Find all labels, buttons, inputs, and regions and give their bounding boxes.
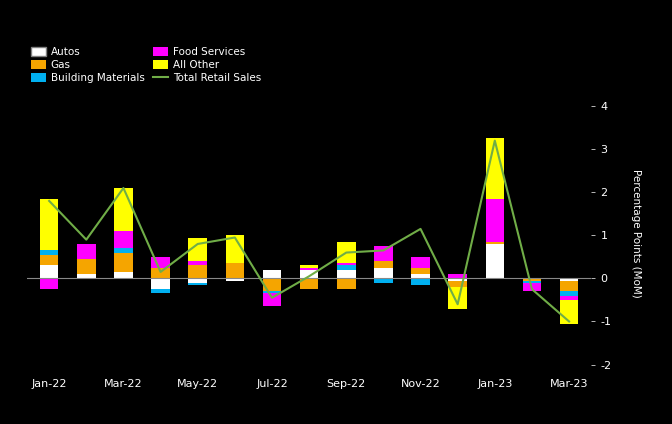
- Y-axis label: Percentage Points (MoM): Percentage Points (MoM): [631, 169, 641, 298]
- Bar: [411, 279, 430, 285]
- Bar: [485, 244, 504, 279]
- Bar: [411, 274, 430, 279]
- Bar: [114, 231, 132, 248]
- Bar: [374, 246, 392, 261]
- Bar: [77, 259, 95, 274]
- Bar: [263, 291, 282, 293]
- Bar: [560, 296, 579, 300]
- Bar: [300, 268, 319, 270]
- Bar: [40, 251, 58, 255]
- Bar: [337, 279, 355, 289]
- Bar: [337, 270, 355, 279]
- Bar: [523, 283, 541, 291]
- Bar: [188, 265, 207, 279]
- Bar: [411, 257, 430, 268]
- Bar: [300, 279, 319, 289]
- Bar: [114, 272, 132, 279]
- Bar: [40, 255, 58, 265]
- Bar: [114, 188, 132, 231]
- Bar: [337, 242, 355, 263]
- Bar: [188, 283, 207, 285]
- Bar: [40, 265, 58, 279]
- Bar: [151, 279, 170, 289]
- Bar: [485, 242, 504, 244]
- Bar: [188, 279, 207, 283]
- Bar: [337, 265, 355, 270]
- Bar: [560, 291, 579, 296]
- Bar: [337, 263, 355, 265]
- Bar: [77, 244, 95, 259]
- Bar: [40, 199, 58, 251]
- Bar: [560, 300, 579, 324]
- Bar: [374, 268, 392, 279]
- Bar: [263, 270, 282, 279]
- Bar: [300, 265, 319, 268]
- Bar: [560, 281, 579, 291]
- Bar: [374, 279, 392, 283]
- Bar: [151, 289, 170, 293]
- Bar: [226, 235, 244, 263]
- Bar: [151, 257, 170, 268]
- Bar: [226, 263, 244, 279]
- Bar: [448, 274, 467, 279]
- Bar: [448, 287, 467, 309]
- Bar: [263, 279, 282, 291]
- Bar: [114, 248, 132, 253]
- Bar: [40, 279, 58, 289]
- Bar: [77, 274, 95, 279]
- Bar: [523, 281, 541, 283]
- Bar: [114, 253, 132, 272]
- Bar: [300, 270, 319, 279]
- Bar: [523, 279, 541, 281]
- Bar: [374, 261, 392, 268]
- Bar: [485, 139, 504, 199]
- Bar: [448, 281, 467, 287]
- Bar: [226, 279, 244, 281]
- Bar: [263, 293, 282, 307]
- Legend: Autos, Gas, Building Materials, Food Services, All Other, Total Retail Sales: Autos, Gas, Building Materials, Food Ser…: [27, 43, 265, 87]
- Bar: [188, 261, 207, 265]
- Bar: [560, 279, 579, 281]
- Bar: [151, 268, 170, 279]
- Bar: [485, 199, 504, 242]
- Bar: [188, 237, 207, 261]
- Bar: [448, 279, 467, 281]
- Bar: [411, 268, 430, 274]
